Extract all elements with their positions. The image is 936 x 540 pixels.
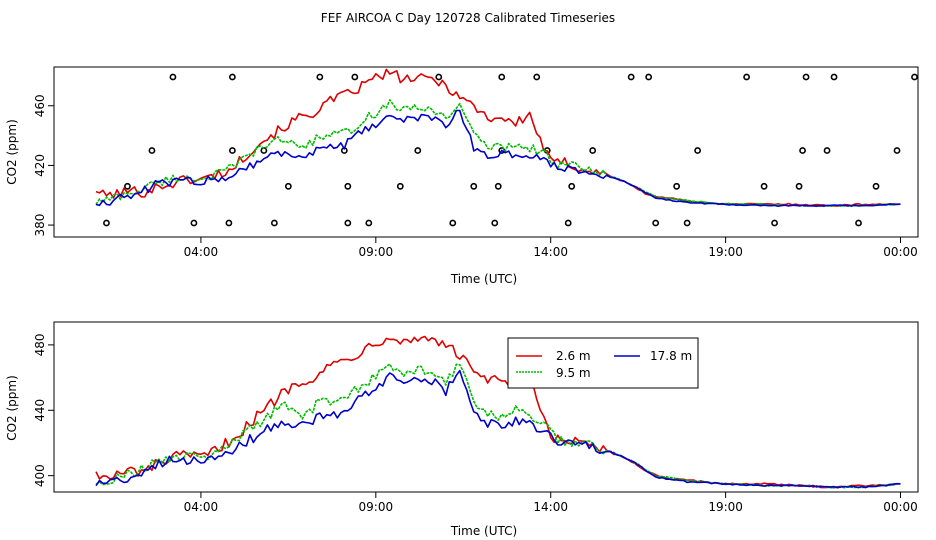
figure-title: FEF AIRCOA C Day 120728 Calibrated Times… bbox=[321, 11, 615, 25]
calibration-marker bbox=[449, 219, 457, 227]
legend-label-2-6m: 2.6 m bbox=[556, 349, 591, 363]
calibration-marker bbox=[683, 219, 691, 227]
x-tick-label: 09:00 bbox=[359, 500, 394, 514]
calibration-marker bbox=[771, 219, 778, 227]
series-line-2-6-m bbox=[95, 335, 901, 489]
calibration-marker bbox=[414, 147, 422, 154]
top-panel: CO2 (ppm) Time (UTC) 04:00 09:00 14:00 19:0… bbox=[5, 66, 919, 286]
bottom-panel: CO2 (ppm) Time (UTC) 04:00 09:00 14:00 19:0… bbox=[5, 321, 919, 538]
x-tick-label: 14:00 bbox=[533, 245, 568, 259]
bottom-x-axis-label: Time (UTC) bbox=[450, 524, 517, 538]
calibration-marker bbox=[396, 182, 404, 190]
calibration-marker bbox=[568, 182, 576, 190]
x-tick-label: 14:00 bbox=[533, 500, 568, 514]
x-tick-label: 00:00 bbox=[883, 245, 918, 259]
top-calibration-markers bbox=[103, 73, 918, 227]
calibration-marker bbox=[148, 147, 156, 154]
bottom-y-axis-label: CO2 (ppm) bbox=[5, 375, 19, 441]
calibration-marker bbox=[823, 147, 831, 154]
y-tick-label: 460 bbox=[33, 94, 47, 117]
top-x-ticks: 04:00 09:00 14:00 19:00 00:00 bbox=[184, 237, 918, 259]
series-line-17-8-m bbox=[95, 109, 901, 207]
y-tick-label: 420 bbox=[33, 154, 47, 177]
legend-label-9-5m: 9.5 m bbox=[556, 366, 591, 380]
x-tick-label: 04:00 bbox=[184, 245, 219, 259]
calibration-marker bbox=[533, 73, 541, 81]
y-tick-label: 480 bbox=[33, 333, 47, 356]
series-line-9-5-m bbox=[95, 99, 901, 208]
top-y-ticks: 380 420 460 bbox=[33, 94, 54, 237]
legend: 2.6 m 9.5 m 17.8 m bbox=[507, 337, 699, 389]
y-tick-label: 400 bbox=[33, 464, 47, 487]
calibration-marker bbox=[316, 73, 324, 81]
calibration-marker bbox=[351, 73, 359, 81]
calibration-marker bbox=[365, 219, 373, 227]
calibration-marker bbox=[284, 182, 292, 190]
legend-label-17-8m: 17.8 m bbox=[650, 349, 692, 363]
calibration-marker bbox=[124, 182, 131, 190]
calibration-marker bbox=[760, 182, 768, 190]
calibration-marker bbox=[491, 219, 499, 227]
calibration-marker bbox=[893, 147, 901, 154]
calibration-marker bbox=[270, 219, 278, 227]
top-x-axis-label: Time (UTC) bbox=[450, 272, 517, 286]
bottom-panel-frame bbox=[53, 321, 919, 493]
calibration-marker bbox=[799, 147, 806, 154]
calibration-marker bbox=[169, 73, 177, 81]
calibration-marker bbox=[228, 147, 236, 154]
series-line-9-5-m bbox=[95, 363, 901, 489]
calibration-marker bbox=[911, 73, 918, 81]
calibration-marker bbox=[830, 73, 838, 81]
top-series-lines bbox=[95, 68, 901, 208]
bottom-x-ticks: 04:00 09:00 14:00 19:00 00:00 bbox=[184, 492, 918, 514]
x-tick-label: 04:00 bbox=[184, 500, 219, 514]
series-line-17-8-m bbox=[95, 369, 901, 489]
y-tick-label: 440 bbox=[33, 399, 47, 422]
calibration-marker bbox=[344, 219, 352, 227]
calibration-marker bbox=[694, 147, 702, 154]
calibration-marker bbox=[645, 73, 653, 81]
bottom-y-ticks: 400 440 480 bbox=[33, 333, 54, 487]
calibration-marker bbox=[344, 182, 352, 190]
series-line-2-6-m bbox=[95, 68, 901, 207]
x-tick-label: 19:00 bbox=[708, 500, 743, 514]
calibration-marker bbox=[673, 182, 681, 190]
calibration-marker bbox=[872, 182, 880, 190]
calibration-marker bbox=[435, 73, 443, 81]
calibration-marker bbox=[802, 73, 810, 81]
calibration-marker bbox=[795, 182, 803, 190]
legend-box bbox=[507, 337, 699, 389]
calibration-marker bbox=[190, 219, 198, 227]
calibration-marker bbox=[470, 182, 478, 190]
y-tick-label: 380 bbox=[33, 214, 47, 237]
calibration-marker bbox=[564, 219, 572, 227]
calibration-marker bbox=[589, 147, 597, 154]
calibration-marker bbox=[627, 73, 635, 81]
calibration-marker bbox=[743, 73, 750, 81]
top-y-axis-label: CO2 (ppm) bbox=[5, 119, 19, 185]
x-tick-label: 19:00 bbox=[708, 245, 743, 259]
calibration-marker bbox=[652, 219, 660, 227]
calibration-marker bbox=[228, 73, 236, 81]
calibration-marker bbox=[494, 182, 502, 190]
x-tick-label: 09:00 bbox=[359, 245, 394, 259]
bottom-series-lines bbox=[95, 335, 901, 489]
x-tick-label: 00:00 bbox=[883, 500, 918, 514]
calibration-marker bbox=[103, 219, 110, 227]
calibration-marker bbox=[225, 219, 233, 227]
calibration-marker bbox=[855, 219, 862, 227]
top-panel-frame bbox=[53, 66, 919, 238]
calibration-marker bbox=[498, 73, 506, 81]
